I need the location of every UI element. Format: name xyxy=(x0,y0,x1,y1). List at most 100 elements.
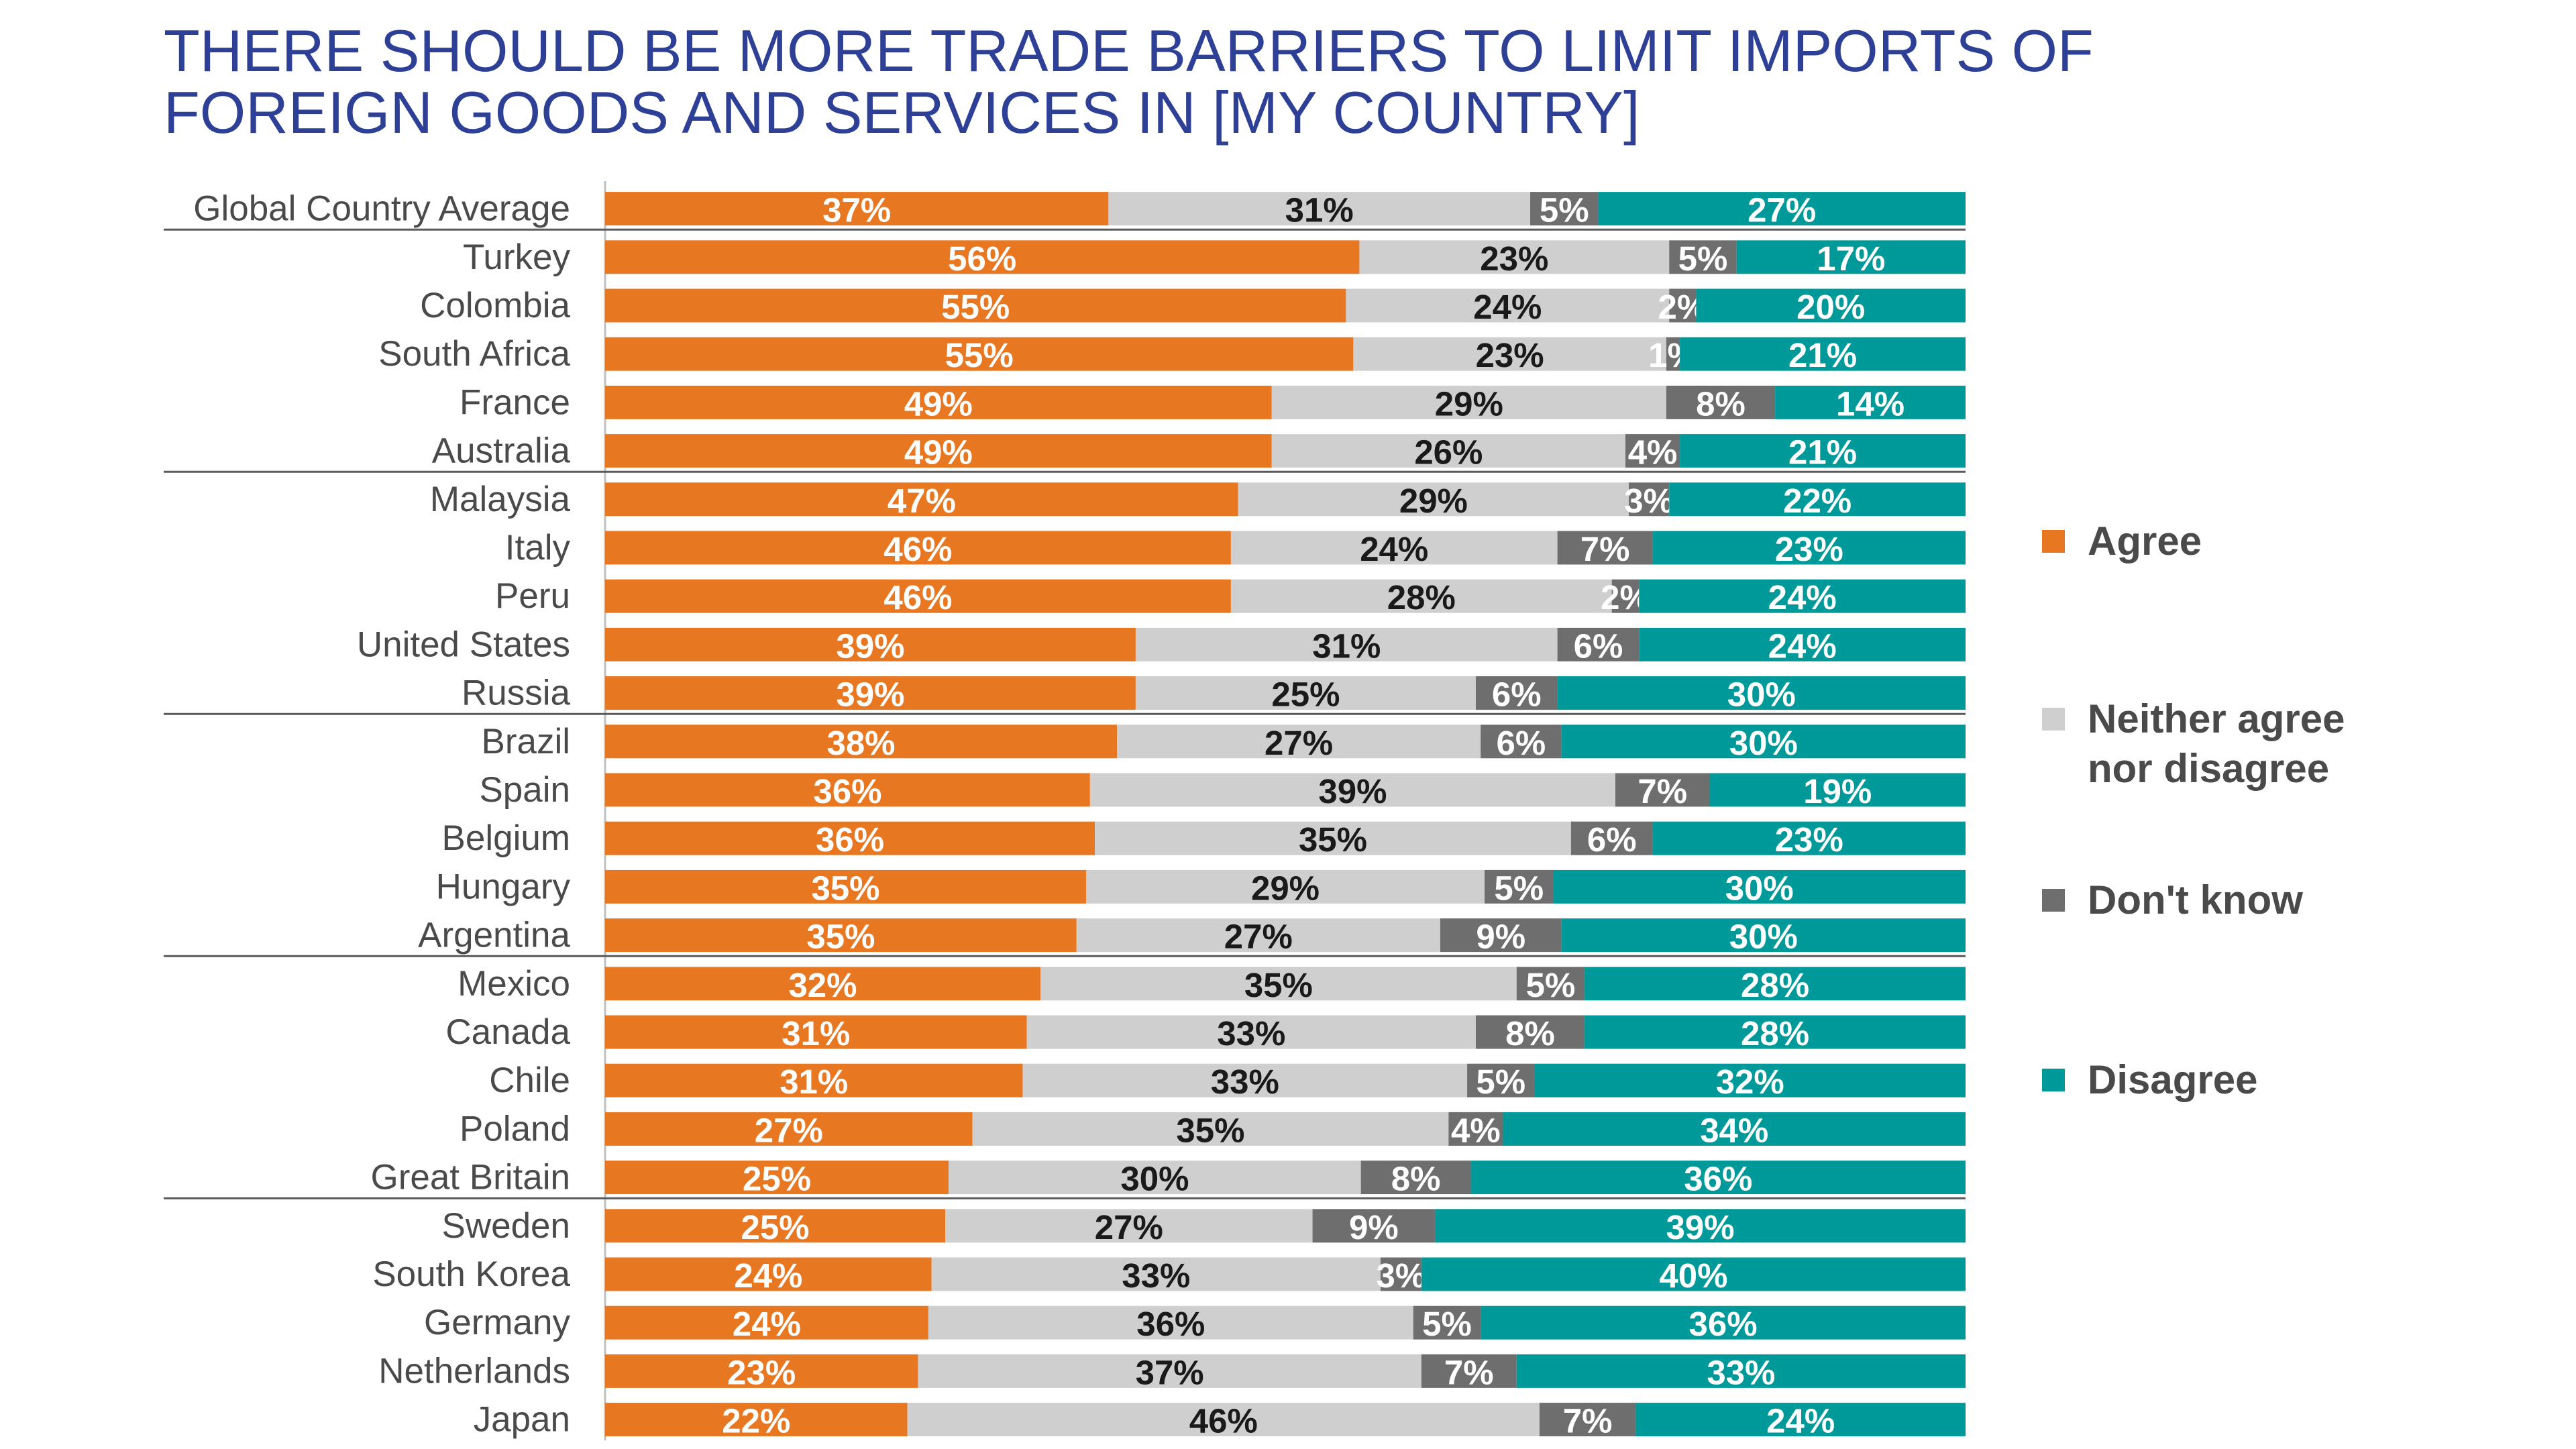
bar-segment xyxy=(1448,1112,1503,1146)
data-label: 36% xyxy=(1689,1305,1758,1343)
data-label: 31% xyxy=(1285,191,1354,229)
data-label: 27% xyxy=(755,1111,823,1149)
data-label: 27% xyxy=(1265,724,1333,762)
data-label: 6% xyxy=(1587,820,1637,859)
bar-segment xyxy=(1230,531,1558,565)
bar-segment xyxy=(1312,1209,1436,1243)
data-label: 29% xyxy=(1399,482,1468,520)
data-label: 4% xyxy=(1628,433,1678,472)
bar-segment xyxy=(1026,1015,1476,1049)
bar-segment xyxy=(1561,918,1966,953)
bar-segment xyxy=(1553,869,1966,904)
bar-segment xyxy=(1516,967,1585,1001)
data-label: 39% xyxy=(836,676,904,714)
bar-segment xyxy=(605,385,1272,419)
bar-segment xyxy=(1709,773,1966,807)
data-label: 55% xyxy=(945,336,1014,374)
data-label: 56% xyxy=(948,239,1016,278)
data-label: 5% xyxy=(1678,239,1728,278)
bar-segment xyxy=(1346,288,1670,323)
data-label: 20% xyxy=(1796,288,1865,326)
data-label: 39% xyxy=(1666,1208,1735,1246)
bar-segment xyxy=(949,1161,1361,1195)
data-label: 35% xyxy=(806,918,875,956)
category-label: France xyxy=(460,382,570,422)
bar-segment xyxy=(1625,434,1680,468)
legend-swatch xyxy=(2042,889,2065,912)
data-label: 34% xyxy=(1700,1111,1768,1149)
bar-segment xyxy=(605,1112,973,1146)
bar-segment xyxy=(605,918,1077,953)
bar-segment xyxy=(918,1354,1421,1388)
data-label: 46% xyxy=(883,578,952,616)
bar-segment xyxy=(1629,482,1670,517)
bar-segment xyxy=(1022,1063,1468,1097)
data-label: 30% xyxy=(1725,869,1794,907)
bar-segment xyxy=(605,1403,908,1437)
bar-segment xyxy=(1230,579,1612,613)
bar-segment xyxy=(1117,724,1481,759)
bar-segment xyxy=(1085,869,1485,904)
data-label: 27% xyxy=(1224,918,1293,956)
bar-segment xyxy=(1611,579,1640,613)
category-label: Belgium xyxy=(442,818,570,858)
data-label: 28% xyxy=(1387,578,1456,616)
category-label: Mexico xyxy=(458,964,570,1004)
bar-segment xyxy=(605,1063,1023,1097)
bar-segment xyxy=(1680,434,1966,468)
bar-segment xyxy=(605,1209,945,1243)
data-label: 8% xyxy=(1391,1160,1441,1198)
bar-segment xyxy=(1680,337,1966,371)
bar-segment xyxy=(1380,1257,1421,1291)
bar-segment xyxy=(605,869,1086,904)
bar-segment xyxy=(1516,1354,1966,1388)
category-label: Hungary xyxy=(436,867,571,906)
bar-segment xyxy=(1736,240,1966,274)
data-label: 46% xyxy=(1189,1402,1258,1440)
category-label: Netherlands xyxy=(378,1351,570,1391)
data-label: 47% xyxy=(888,482,956,520)
data-label: 8% xyxy=(1696,384,1746,423)
bar-segment xyxy=(1669,240,1737,274)
data-label: 3% xyxy=(1624,482,1674,520)
bar-segment xyxy=(1570,821,1653,855)
bar-segment xyxy=(605,192,1109,226)
bar-segment xyxy=(605,676,1136,710)
category-label: Argentina xyxy=(418,916,570,955)
data-label: 7% xyxy=(1563,1402,1613,1440)
category-label: Australia xyxy=(432,431,571,471)
bar-segment xyxy=(1238,482,1629,517)
data-label: 7% xyxy=(1580,530,1630,568)
data-label: 37% xyxy=(822,191,891,229)
category-label: Sweden xyxy=(441,1206,570,1246)
category-label: United States xyxy=(357,625,570,664)
bar-segment xyxy=(1108,192,1531,226)
bar-segment xyxy=(1534,1063,1966,1097)
bar-segment xyxy=(945,1209,1313,1243)
data-label: 27% xyxy=(1095,1208,1163,1246)
data-label: 31% xyxy=(1312,627,1381,665)
data-label: 30% xyxy=(1727,676,1796,714)
bar-segment xyxy=(1440,918,1562,953)
bar-segment xyxy=(1639,627,1966,661)
data-label: 24% xyxy=(734,1256,802,1295)
bar-segment xyxy=(1135,627,1558,661)
data-label: 17% xyxy=(1817,239,1885,278)
bar-segment xyxy=(1639,579,1966,613)
data-label: 46% xyxy=(883,530,952,568)
data-label: 5% xyxy=(1526,966,1576,1004)
data-label: 14% xyxy=(1836,384,1904,423)
bar-segment xyxy=(1669,482,1966,517)
data-label: 32% xyxy=(1716,1063,1784,1101)
data-label: 5% xyxy=(1476,1063,1525,1101)
bar-segment xyxy=(1652,821,1966,855)
data-label: 22% xyxy=(1783,482,1851,520)
bar-segment xyxy=(1359,240,1670,274)
data-label: 7% xyxy=(1444,1353,1494,1391)
bar-segment xyxy=(1040,967,1517,1001)
bar-segment xyxy=(1557,627,1640,661)
bar-segment xyxy=(1666,337,1680,371)
data-label: 21% xyxy=(1788,433,1857,472)
bar-segment xyxy=(1585,967,1966,1001)
